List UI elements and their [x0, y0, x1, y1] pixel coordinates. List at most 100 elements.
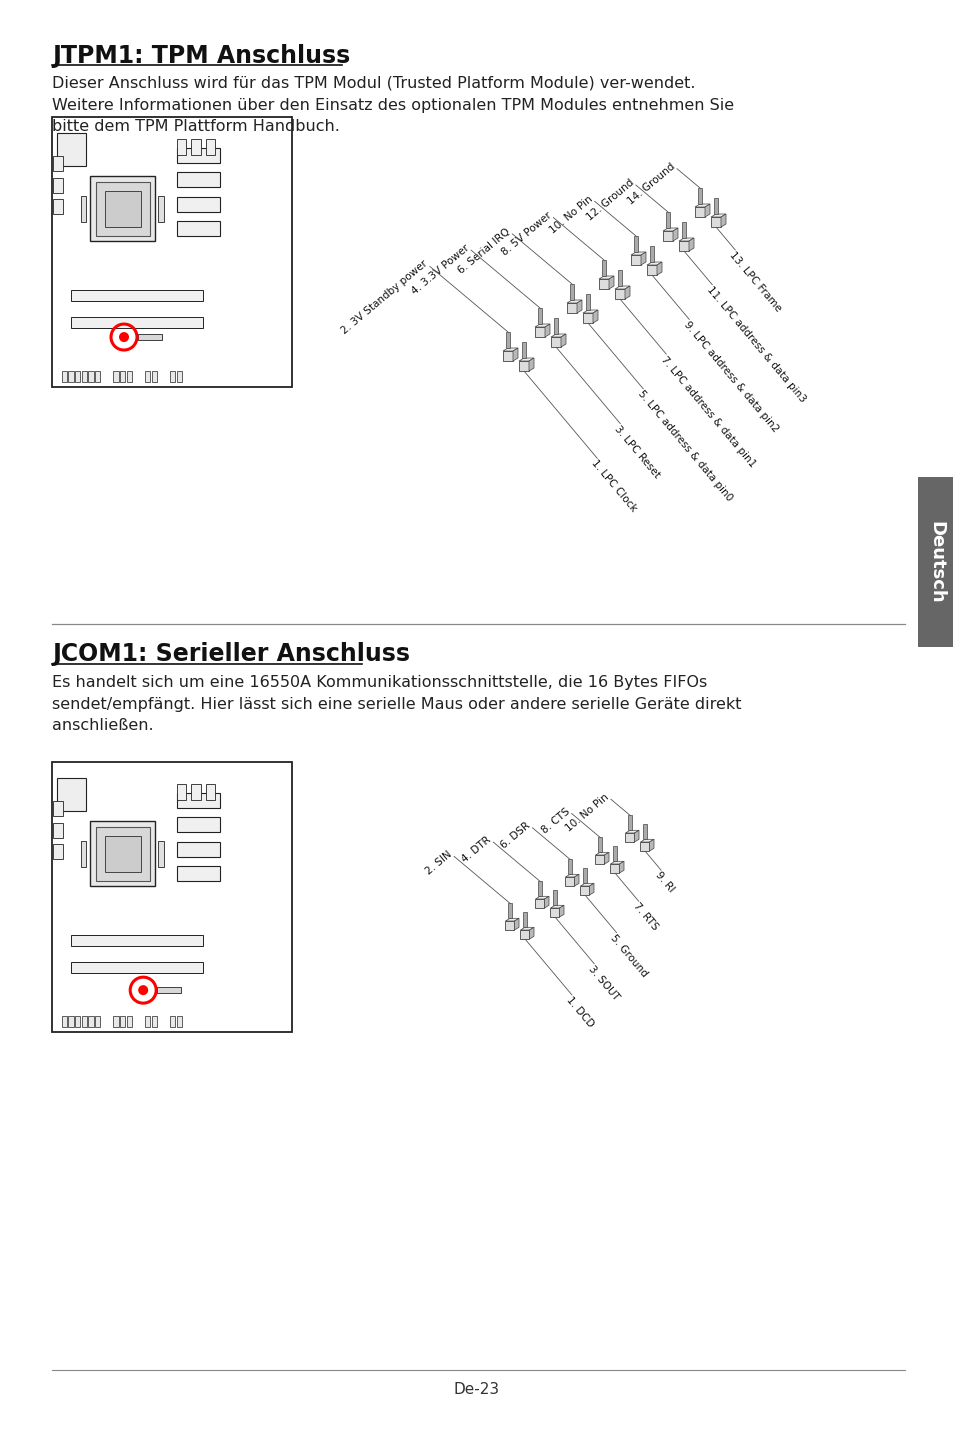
Bar — [630, 255, 640, 265]
Polygon shape — [505, 918, 518, 921]
Bar — [639, 842, 649, 851]
Text: 11. LPC address & data pin3: 11. LPC address & data pin3 — [704, 285, 806, 404]
Bar — [176, 842, 220, 856]
Bar — [176, 147, 220, 163]
Text: 9. LPC address & data pin2: 9. LPC address & data pin2 — [680, 319, 780, 434]
Bar — [52, 762, 292, 1032]
Bar — [120, 371, 125, 381]
Bar — [53, 845, 63, 859]
Polygon shape — [625, 831, 639, 833]
Bar — [569, 284, 574, 299]
Polygon shape — [640, 252, 645, 265]
Polygon shape — [502, 348, 517, 351]
Bar — [176, 196, 220, 212]
Bar — [634, 236, 638, 252]
Polygon shape — [634, 831, 639, 842]
Bar — [176, 866, 220, 881]
Polygon shape — [513, 348, 517, 361]
Bar — [618, 271, 621, 286]
Bar — [120, 1015, 125, 1027]
Bar — [53, 178, 63, 192]
Text: 6. DSR: 6. DSR — [498, 821, 532, 851]
Bar — [695, 208, 704, 218]
Bar — [579, 886, 589, 895]
Bar — [138, 334, 162, 339]
Polygon shape — [544, 896, 548, 908]
Polygon shape — [544, 324, 550, 337]
Text: 4. 3.3V Power: 4. 3.3V Power — [409, 242, 471, 296]
Bar — [75, 371, 80, 381]
Polygon shape — [608, 276, 614, 289]
Polygon shape — [595, 852, 608, 855]
Polygon shape — [577, 299, 581, 314]
Bar — [598, 279, 608, 289]
Text: 5. Ground: 5. Ground — [608, 932, 649, 978]
Polygon shape — [593, 309, 598, 324]
Bar — [69, 1015, 73, 1027]
Polygon shape — [604, 852, 608, 863]
Bar — [127, 371, 132, 381]
Polygon shape — [610, 861, 623, 863]
Bar — [662, 231, 672, 241]
Bar — [71, 962, 203, 972]
Text: 4. DTR: 4. DTR — [460, 835, 493, 865]
Polygon shape — [560, 334, 565, 347]
Polygon shape — [646, 262, 661, 265]
Polygon shape — [662, 228, 678, 231]
Text: 8. 5V Power: 8. 5V Power — [499, 211, 553, 258]
Bar — [157, 987, 181, 994]
Text: 7. LPC address & data pin1: 7. LPC address & data pin1 — [658, 354, 757, 468]
Polygon shape — [520, 928, 534, 929]
Polygon shape — [720, 213, 725, 228]
Bar — [52, 117, 292, 387]
Bar — [176, 818, 220, 832]
Polygon shape — [566, 299, 581, 304]
Bar — [82, 371, 87, 381]
Bar — [62, 1015, 67, 1027]
Bar — [535, 326, 544, 337]
Bar — [505, 921, 514, 929]
Bar — [89, 371, 93, 381]
Bar — [615, 289, 624, 299]
Polygon shape — [529, 928, 534, 939]
Polygon shape — [710, 213, 725, 218]
Bar — [95, 826, 150, 881]
Bar — [522, 912, 526, 928]
Polygon shape — [558, 905, 563, 916]
Bar — [91, 822, 155, 886]
Bar — [566, 304, 577, 314]
Bar — [553, 891, 557, 905]
Polygon shape — [582, 309, 598, 314]
Bar — [95, 1015, 100, 1027]
Bar — [127, 1015, 132, 1027]
Bar — [113, 1015, 118, 1027]
Polygon shape — [535, 324, 550, 326]
Bar — [537, 881, 541, 896]
Bar — [598, 838, 601, 852]
Bar — [206, 783, 215, 800]
Polygon shape — [688, 238, 693, 251]
Bar — [582, 868, 586, 884]
Bar — [508, 904, 511, 918]
Polygon shape — [535, 896, 548, 899]
Polygon shape — [579, 884, 594, 886]
Text: 5. LPC address & data pin0: 5. LPC address & data pin0 — [635, 390, 733, 504]
Bar — [113, 371, 118, 381]
Bar — [206, 139, 215, 155]
Bar — [95, 371, 100, 381]
Bar — [105, 836, 141, 872]
Bar — [595, 855, 604, 863]
Bar — [82, 1015, 87, 1027]
Polygon shape — [672, 228, 678, 241]
Text: JCOM1: Serieller Anschluss: JCOM1: Serieller Anschluss — [52, 642, 410, 666]
Text: 2. 3V Standby power: 2. 3V Standby power — [339, 259, 430, 337]
Polygon shape — [695, 203, 709, 208]
Polygon shape — [529, 358, 534, 371]
Bar — [613, 846, 617, 861]
Bar — [502, 351, 513, 361]
Bar — [551, 337, 560, 347]
Polygon shape — [657, 262, 661, 275]
Bar — [176, 221, 220, 236]
Polygon shape — [630, 252, 645, 255]
Bar — [191, 139, 200, 155]
